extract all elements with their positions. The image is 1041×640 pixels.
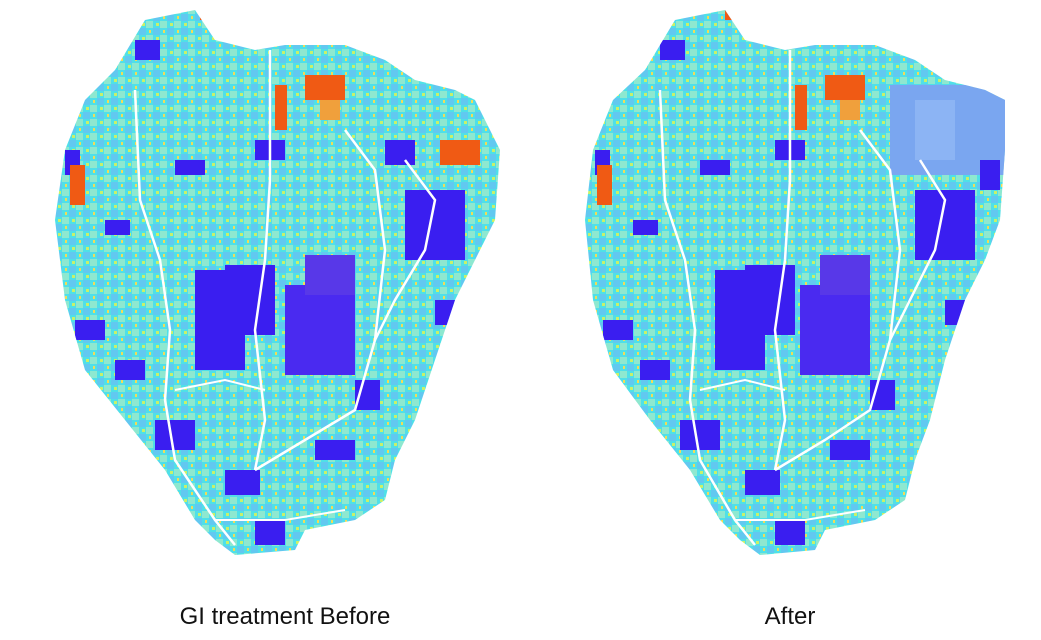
raster-map-after bbox=[585, 10, 1005, 555]
raster-map-before bbox=[55, 10, 500, 555]
map-before-treatment bbox=[55, 0, 510, 580]
caption-before: GI treatment Before bbox=[179, 603, 391, 630]
map-after-treatment bbox=[585, 0, 1010, 580]
caption-after: After bbox=[764, 603, 816, 630]
